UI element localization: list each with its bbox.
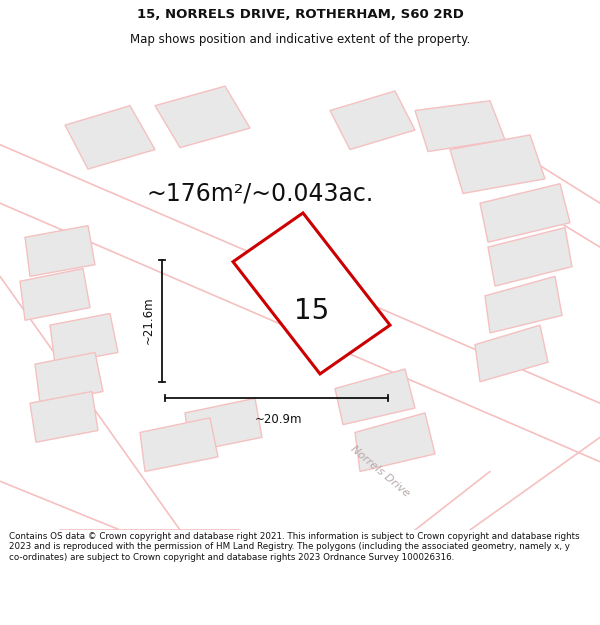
Polygon shape bbox=[450, 135, 545, 194]
Text: ~21.6m: ~21.6m bbox=[142, 296, 155, 344]
Text: Norrels Drive: Norrels Drive bbox=[349, 444, 412, 499]
Polygon shape bbox=[155, 86, 250, 148]
Polygon shape bbox=[485, 276, 562, 333]
Text: Contains OS data © Crown copyright and database right 2021. This information is : Contains OS data © Crown copyright and d… bbox=[9, 532, 580, 562]
Polygon shape bbox=[355, 413, 435, 471]
Polygon shape bbox=[415, 101, 505, 151]
Polygon shape bbox=[330, 91, 415, 149]
Polygon shape bbox=[30, 391, 98, 442]
Polygon shape bbox=[20, 269, 90, 320]
Text: ~20.9m: ~20.9m bbox=[254, 413, 302, 426]
Polygon shape bbox=[488, 228, 572, 286]
Polygon shape bbox=[140, 418, 218, 471]
Polygon shape bbox=[233, 213, 390, 374]
Text: ~176m²/~0.043ac.: ~176m²/~0.043ac. bbox=[146, 181, 374, 206]
Polygon shape bbox=[185, 398, 262, 452]
Polygon shape bbox=[65, 106, 155, 169]
Text: 15, NORRELS DRIVE, ROTHERHAM, S60 2RD: 15, NORRELS DRIVE, ROTHERHAM, S60 2RD bbox=[137, 8, 463, 21]
Polygon shape bbox=[25, 226, 95, 276]
Polygon shape bbox=[50, 313, 118, 364]
Text: 15: 15 bbox=[294, 297, 329, 325]
Polygon shape bbox=[480, 184, 570, 242]
Polygon shape bbox=[335, 369, 415, 424]
Polygon shape bbox=[35, 352, 103, 403]
Polygon shape bbox=[475, 325, 548, 382]
Text: Map shows position and indicative extent of the property.: Map shows position and indicative extent… bbox=[130, 32, 470, 46]
